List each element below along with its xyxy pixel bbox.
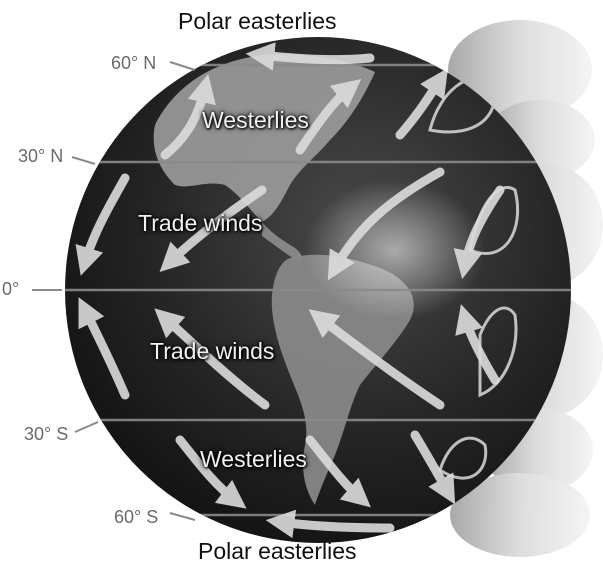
label-trade-winds-south: Trade winds: [150, 338, 275, 364]
label-polar-easterlies-top: Polar easterlies: [178, 8, 337, 34]
latitude-leaders: [32, 61, 196, 521]
latitude-60n: 60° N: [111, 53, 157, 73]
label-polar-easterlies-bottom: Polar easterlies: [198, 538, 357, 564]
latitude-30n: 30° N: [18, 146, 64, 166]
label-westerlies-south: Westerlies: [200, 446, 307, 472]
label-westerlies-north: Westerlies: [202, 107, 309, 133]
label-trade-winds-north: Trade winds: [138, 210, 263, 236]
latitude-60s: 60° S: [114, 507, 159, 527]
wind-arrows: [75, 42, 505, 539]
central-america: [262, 222, 303, 262]
latitude-30s: 30° S: [24, 424, 69, 444]
latitude-equator: 0°: [2, 279, 20, 299]
